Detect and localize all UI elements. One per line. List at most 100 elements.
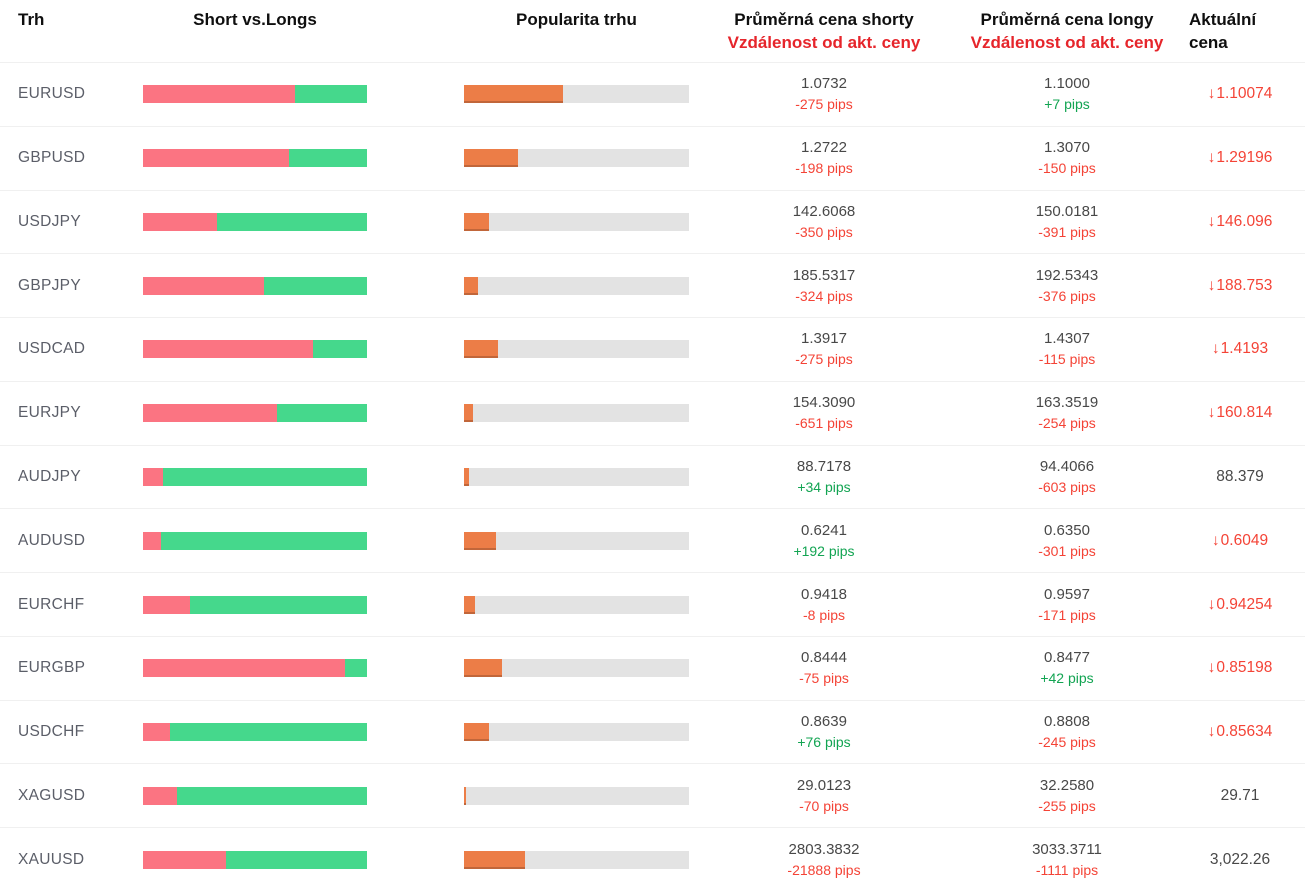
popularity-fill [464, 276, 478, 295]
popularity-bar [464, 850, 689, 869]
short-bar-segment [143, 531, 161, 550]
avg-short-price: 88.7178 [796, 457, 852, 475]
header-current-line2: cena [1189, 33, 1228, 52]
popularity-bar-cell [464, 723, 689, 742]
popularity-bar [464, 404, 689, 423]
down-arrow-icon: ↓ [1207, 212, 1216, 230]
popularity-bar [464, 659, 689, 678]
avg-short-price: 2803.3832 [788, 840, 860, 858]
popularity-bar-cell [464, 595, 689, 614]
popularity-bar-cell [464, 786, 689, 805]
avg-short-cell: 142.6068 -350 pips [689, 201, 959, 243]
current-price-cell: ↓1.29196 [1175, 149, 1305, 167]
avg-short-cell: 2803.3832 -21888 pips [689, 839, 959, 881]
popularity-fill [464, 467, 469, 486]
header-current-line1: Aktuální [1189, 10, 1257, 29]
long-bar-segment [163, 467, 367, 486]
popularity-bar-cell [464, 85, 689, 104]
short-vs-long-bar [143, 85, 367, 104]
avg-short-pips: -324 pips [795, 287, 853, 304]
popularity-bar-cell [464, 467, 689, 486]
avg-short-cell: 1.3917 -275 pips [689, 328, 959, 370]
header-avg-short-distance: Vzdálenost od akt. ceny [727, 33, 921, 52]
popularity-bar-cell [464, 659, 689, 678]
short-vs-long-bar [143, 340, 367, 359]
avg-long-price: 1.4307 [1044, 330, 1090, 348]
long-bar-segment [295, 85, 367, 104]
market-name: GBPUSD [18, 149, 86, 167]
popularity-fill [464, 595, 476, 614]
short-bar-segment [143, 276, 264, 295]
popularity-bar-cell [464, 276, 689, 295]
avg-short-pips: -275 pips [795, 96, 853, 113]
table-row: GBPJPY 185.5317 -324 pips 192.5343 -376 … [0, 253, 1305, 317]
current-price-value: 146.096 [1216, 212, 1273, 230]
avg-short-cell: 0.9418 -8 pips [689, 584, 959, 626]
popularity-bar-cell [464, 340, 689, 359]
avg-long-pips: -301 pips [1038, 542, 1096, 559]
short-vs-long-bar-cell [143, 786, 367, 805]
short-vs-long-bar [143, 850, 367, 869]
short-bar-segment [143, 404, 278, 423]
avg-long-cell: 163.3519 -254 pips [959, 392, 1175, 434]
avg-short-price: 0.6241 [801, 521, 847, 539]
table-row: AUDUSD 0.6241 +192 pips 0.6350 -301 pips… [0, 508, 1305, 572]
short-bar-segment [143, 85, 296, 104]
long-bar-segment [277, 404, 367, 423]
table-row: GBPUSD 1.2722 -198 pips 1.3070 -150 pips… [0, 125, 1305, 190]
short-vs-long-bar-cell [143, 659, 367, 678]
market-name: EURJPY [18, 404, 81, 422]
popularity-bar [464, 212, 689, 231]
avg-long-price: 163.3519 [1035, 394, 1099, 412]
popularity-bar [464, 149, 689, 168]
popularity-bar-cell [464, 212, 689, 231]
long-bar-segment [344, 659, 367, 678]
short-vs-long-bar-cell [143, 149, 367, 168]
current-price-cell: ↓1.4193 [1175, 340, 1305, 358]
header-avg-long: Průměrná cena longy Vzdálenost od akt. c… [959, 8, 1175, 54]
avg-long-price: 0.8808 [1044, 713, 1090, 731]
down-arrow-icon: ↓ [1207, 595, 1216, 613]
market-name: EURCHF [18, 595, 85, 613]
avg-long-cell: 192.5343 -376 pips [959, 265, 1175, 307]
avg-short-price: 185.5317 [792, 266, 856, 284]
avg-long-price: 3033.3711 [1032, 840, 1102, 858]
market-name: EURUSD [18, 85, 86, 103]
popularity-fill [464, 850, 525, 869]
current-price-value: 0.6049 [1220, 531, 1269, 549]
down-arrow-icon: ↓ [1207, 276, 1216, 294]
avg-long-pips: -603 pips [1038, 478, 1096, 495]
current-price-value: 0.94254 [1216, 595, 1273, 613]
current-price-cell: ↓0.85634 [1175, 723, 1305, 741]
avg-short-cell: 154.3090 -651 pips [689, 392, 959, 434]
short-vs-long-bar-cell [143, 531, 367, 550]
avg-short-price: 1.2722 [801, 139, 847, 157]
short-bar-segment [143, 149, 289, 168]
current-price-value: 188.753 [1216, 276, 1273, 294]
current-price: ↓0.6049 [1212, 532, 1268, 549]
short-vs-long-bar-cell [143, 340, 367, 359]
table-row: EURUSD 1.0732 -275 pips 1.1000 +7 pips ↓… [0, 62, 1305, 126]
down-arrow-icon: ↓ [1211, 340, 1220, 358]
short-vs-long-bar-cell [143, 850, 367, 869]
short-vs-long-bar [143, 786, 367, 805]
current-price: ↓0.94254 [1208, 596, 1273, 613]
avg-short-cell: 88.7178 +34 pips [689, 456, 959, 498]
short-bar-segment [143, 340, 314, 359]
long-bar-segment [169, 723, 367, 742]
down-arrow-icon: ↓ [1207, 723, 1216, 741]
header-popularity: Popularita trhu [516, 10, 637, 29]
long-bar-segment [176, 786, 367, 805]
short-vs-long-bar [143, 149, 367, 168]
current-price: ↓1.4193 [1212, 340, 1268, 357]
popularity-fill [464, 659, 503, 678]
avg-long-price: 94.4066 [1039, 457, 1095, 475]
short-bar-segment [143, 467, 164, 486]
current-price-value: 0.85198 [1216, 659, 1273, 677]
short-bar-segment [143, 595, 191, 614]
market-name: GBPJPY [18, 276, 81, 294]
avg-short-price: 1.0732 [801, 75, 847, 93]
avg-long-pips: -1111 pips [1035, 861, 1099, 878]
avg-long-pips: -150 pips [1038, 160, 1096, 177]
table-row: XAUUSD 2803.3832 -21888 pips 3033.3711 -… [0, 827, 1305, 891]
